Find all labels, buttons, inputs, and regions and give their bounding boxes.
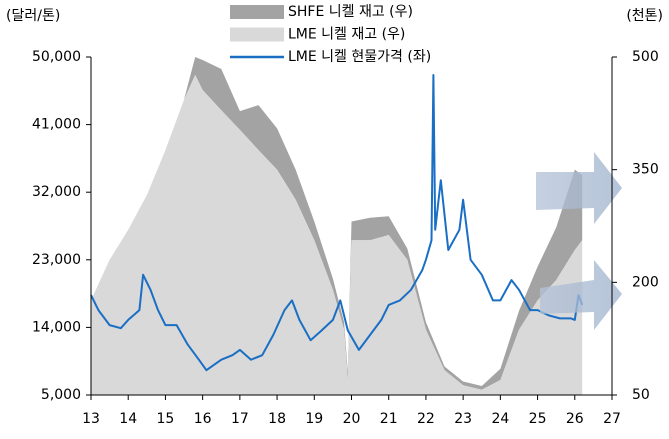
x-tick-label: 20	[343, 411, 361, 427]
plot-area	[90, 57, 584, 395]
y-tick-label: 32,000	[32, 184, 81, 200]
x-tick-label: 14	[119, 411, 137, 427]
x-tick-label: 26	[566, 411, 584, 427]
x-tick-label: 21	[380, 411, 398, 427]
x-tick-label: 25	[529, 411, 547, 427]
line	[90, 74, 584, 372]
x-tick-label: 22	[417, 411, 435, 427]
x-tick-label: 15	[157, 411, 175, 427]
x-tick-label: 24	[491, 411, 509, 427]
y2-tick-label: 50	[632, 387, 650, 403]
y-axis-label: (달러/톤)	[6, 8, 60, 24]
y-tick-label: 41,000	[32, 117, 81, 133]
y-tick-label: 5,000	[41, 387, 81, 403]
x-tick-label: 16	[194, 411, 212, 427]
x-tick-label: 23	[454, 411, 472, 427]
x-tick-label: 27	[603, 411, 621, 427]
x-tick-label: 19	[305, 411, 323, 427]
legend-swatch	[230, 27, 284, 42]
legend-label: SHFE 니켈 재고 (우)	[288, 4, 413, 20]
trend-arrow	[536, 152, 622, 224]
y-tick-label: 14,000	[32, 319, 81, 335]
area	[91, 75, 583, 395]
x-tick-label: 18	[268, 411, 286, 427]
trend-arrow	[540, 260, 622, 330]
y2-axis-label: (천톤)	[626, 8, 663, 24]
y2-tick-label: 500	[632, 49, 659, 65]
y-tick-label: 50,000	[32, 49, 81, 65]
legend-label: LME 니켈 재고 (우)	[288, 27, 405, 43]
x-tick-label: 17	[231, 411, 249, 427]
x-tick-label: 13	[82, 411, 100, 427]
legend-swatch	[230, 5, 284, 19]
y2-tick-label: 200	[632, 274, 659, 290]
y2-tick-label: 350	[632, 162, 659, 178]
y-tick-label: 23,000	[32, 252, 81, 268]
legend-label: LME 니켈 현물가격 (좌)	[288, 49, 431, 65]
